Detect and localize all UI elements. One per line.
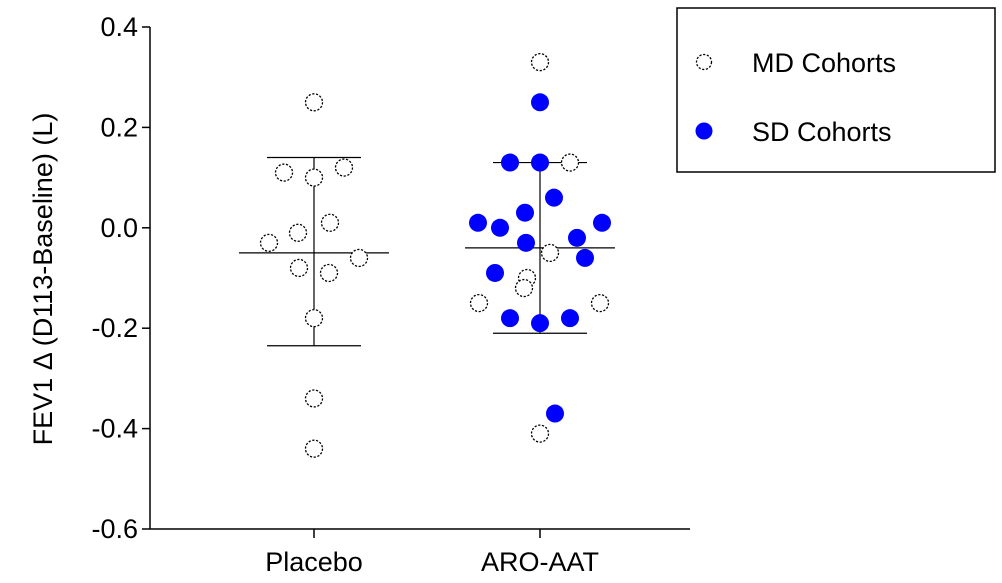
legend-marker-sd — [695, 122, 713, 140]
y-tick-label: 0.0 — [100, 213, 138, 243]
point-sd — [545, 188, 563, 207]
point-md — [304, 93, 324, 112]
legend-box — [676, 7, 996, 173]
point-md — [304, 389, 324, 408]
point-md — [304, 168, 324, 187]
point-md — [469, 293, 489, 313]
x-ticks: Placebo ARO-AAT — [265, 529, 599, 577]
point-md — [540, 243, 560, 263]
y-tick-label: -0.2 — [91, 313, 138, 343]
legend: MD Cohorts SD Cohorts — [676, 7, 996, 173]
y-ticks: -0.6 -0.4 -0.2 0.0 0.2 0.4 — [91, 12, 150, 544]
point-md — [289, 258, 309, 278]
point-sd — [516, 203, 534, 222]
point-sd — [469, 213, 487, 232]
point-md — [304, 439, 324, 458]
point-md — [530, 52, 550, 72]
point-sd — [501, 309, 519, 328]
point-md — [560, 153, 580, 172]
point-md — [274, 163, 294, 182]
point-sd — [561, 309, 579, 328]
point-md — [334, 158, 354, 177]
point-md — [349, 248, 369, 268]
x-tick-label: ARO-AAT — [481, 547, 599, 577]
point-sd — [517, 233, 535, 252]
point-sd — [531, 93, 549, 112]
data-points — [259, 52, 611, 458]
legend-label: SD Cohorts — [752, 117, 892, 147]
point-md — [288, 223, 308, 242]
point-sd — [576, 248, 594, 267]
legend-marker-md — [695, 53, 713, 71]
point-md — [514, 278, 534, 298]
point-sd — [531, 314, 549, 333]
y-tick-label: 0.2 — [100, 112, 138, 142]
y-tick-label: -0.4 — [91, 414, 138, 444]
point-sd — [546, 404, 564, 423]
summary-bars — [239, 156, 615, 347]
point-md — [259, 233, 279, 253]
point-sd — [486, 263, 504, 282]
point-sd — [593, 213, 611, 232]
point-sd — [491, 218, 509, 237]
point-md — [320, 213, 340, 232]
point-sd — [501, 153, 519, 172]
axes — [149, 27, 690, 530]
point-sd — [568, 228, 586, 247]
point-md — [530, 424, 550, 443]
point-md — [304, 309, 324, 328]
x-tick-label: Placebo — [265, 547, 363, 577]
point-md — [319, 263, 339, 283]
y-tick-label: 0.4 — [100, 12, 138, 42]
y-axis-title: FEV1 Δ (D113-Baseline) (L) — [28, 113, 58, 446]
point-sd — [531, 153, 549, 172]
point-md — [590, 293, 610, 313]
legend-label: MD Cohorts — [752, 48, 896, 78]
y-tick-label: -0.6 — [91, 514, 138, 544]
